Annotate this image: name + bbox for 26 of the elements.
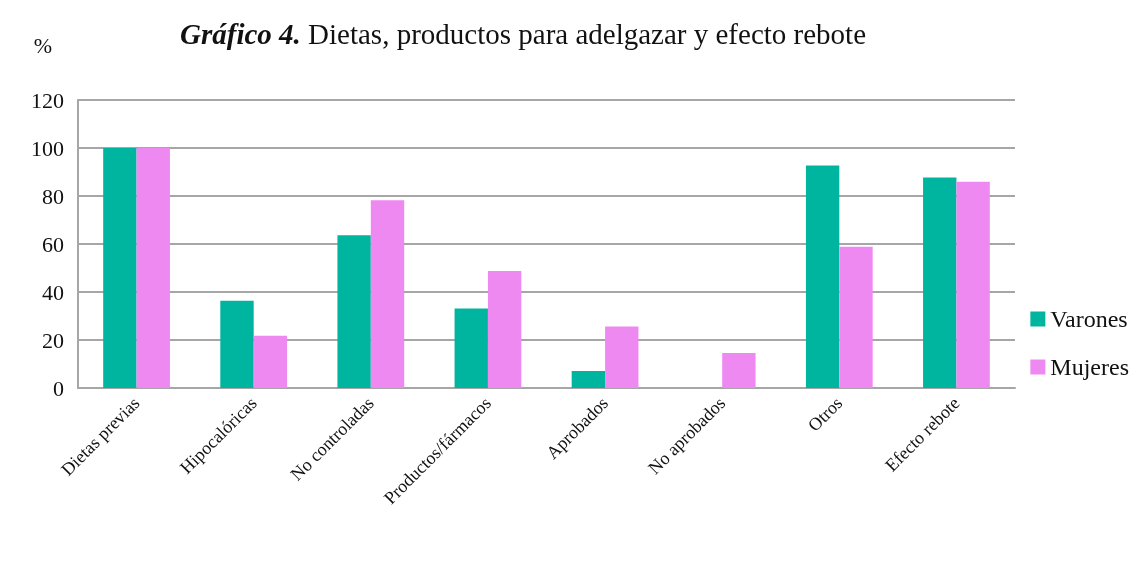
bar — [923, 177, 957, 388]
bar — [605, 326, 639, 388]
bar — [839, 246, 873, 388]
bar — [220, 300, 254, 388]
y-tick-label: 120 — [31, 87, 64, 113]
y-tick-label: 40 — [42, 279, 64, 305]
bar — [805, 165, 840, 388]
bar — [454, 308, 488, 388]
y-tick-label: 20 — [42, 327, 64, 353]
bar — [337, 235, 371, 388]
y-axis-title: % — [33, 32, 52, 58]
bar — [103, 148, 137, 388]
bar — [370, 200, 405, 388]
y-tick-label: 60 — [42, 231, 64, 257]
bar — [487, 270, 522, 388]
y-tick-label: 100 — [31, 135, 64, 161]
bar — [136, 148, 170, 388]
chart-title: Gráfico 4. Dietas, productos para adelgazar y efecto rebote — [180, 17, 867, 50]
y-tick-label: 80 — [42, 183, 64, 209]
bar — [722, 352, 756, 388]
y-tick-label: 0 — [53, 375, 64, 401]
bar — [253, 335, 288, 388]
bar — [956, 181, 990, 388]
bar — [571, 370, 606, 388]
legend-label: Mujeres — [1050, 354, 1130, 380]
legend-label: Varones — [1050, 306, 1128, 332]
